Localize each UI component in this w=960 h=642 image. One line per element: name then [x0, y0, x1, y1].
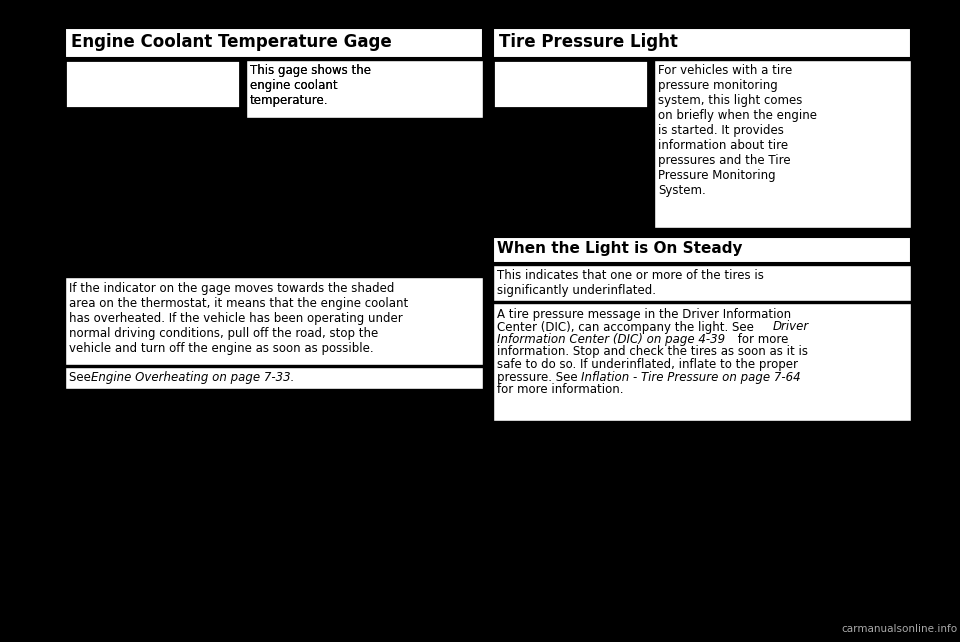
Bar [65, 28, 483, 58]
Text: for more: for more [734, 333, 788, 346]
Bar [246, 60, 483, 118]
Text: Engine Overheating on page 7-33.: Engine Overheating on page 7-33. [91, 371, 295, 384]
Text: This indicates that one or more of the tires is
significantly underinflated.: This indicates that one or more of the t… [497, 269, 764, 297]
Text: If the indicator on the gage moves towards the shaded
area on the thermostat, it: If the indicator on the gage moves towar… [69, 282, 408, 355]
Bar [65, 367, 483, 389]
Text: For vehicles with a tire
pressure monitoring
system, this light comes
on briefly: For vehicles with a tire pressure monito… [658, 64, 817, 197]
Text: information. Stop and check the tires as soon as it is: information. Stop and check the tires as… [497, 345, 808, 358]
Text: safe to do so. If underinflated, inflate to the proper: safe to do so. If underinflated, inflate… [497, 358, 798, 371]
Bar [654, 60, 911, 228]
Bar [65, 60, 240, 108]
Text: When the Light is On Steady: When the Light is On Steady [497, 241, 742, 256]
Text: Inflation - Tire Pressure on page 7-64: Inflation - Tire Pressure on page 7-64 [581, 370, 801, 383]
Bar [65, 60, 483, 275]
Bar [246, 60, 483, 118]
Bar [493, 237, 911, 263]
Bar [65, 108, 483, 275]
Bar [493, 28, 911, 58]
Text: Tire Pressure Light: Tire Pressure Light [499, 33, 678, 51]
Text: Driver: Driver [773, 320, 809, 333]
Text: See: See [69, 371, 95, 384]
Text: for more information.: for more information. [497, 383, 623, 396]
Text: Center (DIC), can accompany the light. See: Center (DIC), can accompany the light. S… [497, 320, 757, 333]
Text: This gage shows the
engine coolant
temperature.: This gage shows the engine coolant tempe… [250, 64, 371, 107]
Bar [493, 60, 911, 235]
Bar [65, 277, 483, 365]
Text: pressure. See: pressure. See [497, 370, 582, 383]
Bar [493, 303, 911, 421]
Text: carmanualsonline.info: carmanualsonline.info [842, 624, 958, 634]
Bar [493, 265, 911, 301]
Text: A tire pressure message in the Driver Information: A tire pressure message in the Driver In… [497, 308, 791, 321]
Text: This gage shows the
engine coolant
temperature.: This gage shows the engine coolant tempe… [250, 64, 371, 107]
Text: Engine Coolant Temperature Gage: Engine Coolant Temperature Gage [71, 33, 392, 51]
Text: Information Center (DIC) on page 4-39: Information Center (DIC) on page 4-39 [497, 333, 725, 346]
Bar [493, 60, 648, 108]
Bar [65, 60, 240, 108]
